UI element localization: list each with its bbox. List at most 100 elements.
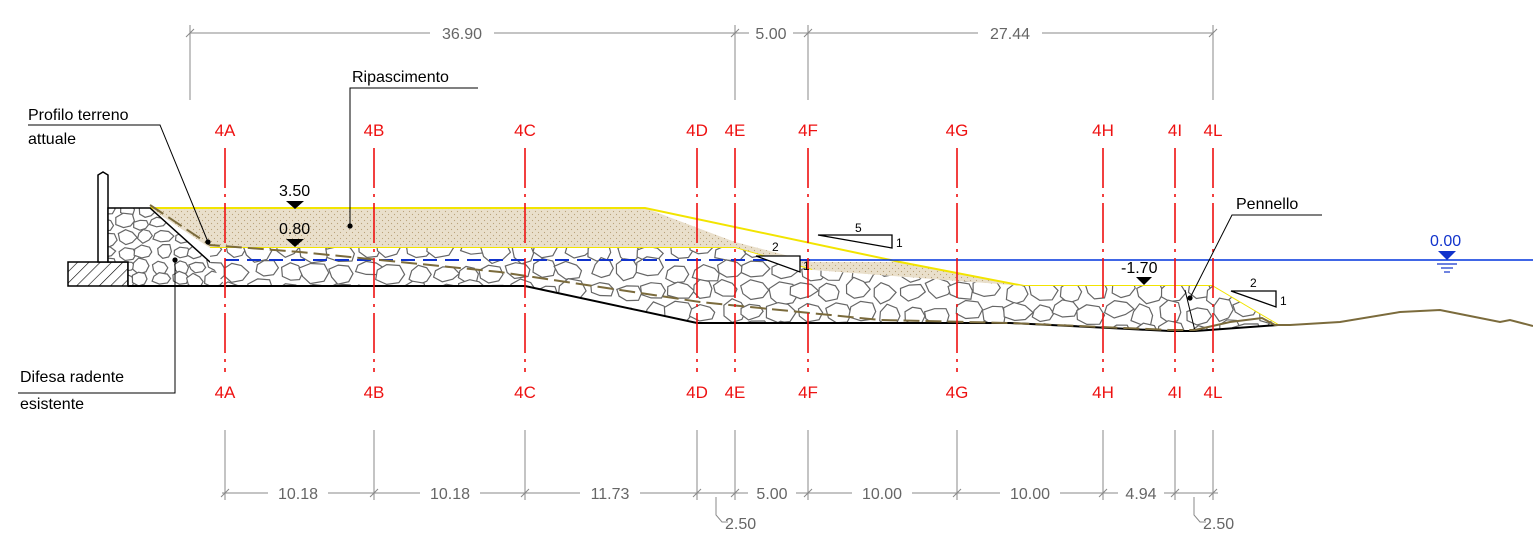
- rock-stone: [693, 278, 713, 300]
- rock-stone: [280, 262, 304, 281]
- rock-stone: [666, 281, 696, 299]
- rock-stone: [768, 320, 801, 331]
- section-label-4i-top: 4I: [1168, 121, 1182, 140]
- slope-2-run: 2: [772, 240, 779, 254]
- slope-labels: 5 1 2 1 2 1: [772, 221, 1287, 308]
- rock-stone: [1186, 307, 1213, 326]
- rock-stone: [899, 283, 927, 302]
- rock-stone: [1213, 297, 1234, 323]
- rock-stone: [152, 229, 175, 243]
- rock-stone: [1082, 259, 1109, 278]
- rock-stone: [118, 247, 137, 262]
- rock-stone: [133, 219, 150, 231]
- rock-stone: [380, 303, 410, 326]
- dim-bottom-1: 10.18: [278, 486, 318, 503]
- rock-stone: [1187, 248, 1220, 257]
- label-profilo-2: attuale: [28, 131, 76, 148]
- leaders: [18, 87, 1322, 394]
- rock-stone: [975, 320, 999, 331]
- section-lines: 4A 4A 4B 4B 4C 4C 4D 4D 4E 4E 4F 4F 4G 4G 4H 4H 4I 4I 4L 4L: [215, 121, 1223, 402]
- dim-bottom-7: 4.94: [1125, 486, 1156, 503]
- rock-stone: [115, 212, 136, 229]
- slope-3-run: 2: [1250, 276, 1257, 290]
- rock-stone: [210, 300, 230, 318]
- rock-stone: [722, 322, 746, 331]
- rock-stone: [612, 306, 635, 325]
- rock-stone: [997, 322, 1026, 331]
- rock-stone: [108, 244, 117, 258]
- rock-stone: [1055, 248, 1081, 261]
- section-label-4l-bottom: 4L: [1204, 383, 1223, 402]
- label-ripascimento: Ripascimento: [352, 69, 449, 86]
- section-label-4d-bottom: 4D: [686, 383, 708, 402]
- section-label-4f-bottom: 4F: [798, 383, 818, 402]
- rock-stone: [869, 328, 897, 331]
- section-label-4l-top: 4L: [1204, 121, 1223, 140]
- rock-stone: [924, 277, 954, 299]
- section-label-4c-bottom: 4C: [514, 383, 536, 402]
- rock-stone: [564, 248, 593, 259]
- existing-ground-profile: [149, 204, 1195, 331]
- elevation-berm: 0.80: [279, 221, 310, 238]
- rock-stone: [108, 208, 116, 215]
- rock-stone: [1051, 299, 1080, 318]
- rock-stone: [516, 304, 540, 327]
- rock-stone: [357, 248, 383, 259]
- label-difesa-2: esistente: [20, 396, 84, 413]
- rock-stone: [185, 272, 204, 286]
- rock-stone: [1153, 264, 1183, 283]
- section-label-4e-bottom: 4E: [725, 383, 746, 402]
- rock-stone: [131, 271, 148, 286]
- rock-stone: [844, 322, 875, 331]
- rock-stone: [1134, 322, 1159, 331]
- rock-stone: [670, 248, 695, 260]
- section-label-4c-top: 4C: [514, 121, 536, 140]
- rock-stone: [740, 260, 771, 278]
- rock-stone: [375, 248, 402, 259]
- rock-stone: [558, 303, 585, 326]
- rock-stone: [481, 284, 510, 301]
- slope-triangle-icon: [755, 234, 1277, 308]
- section-label-4h-bottom: 4H: [1092, 383, 1114, 402]
- rock-stone: [1262, 259, 1278, 284]
- rock-stone: [408, 264, 432, 286]
- rock-stone: [688, 248, 715, 255]
- rock-stone: [486, 323, 509, 331]
- rock-stone: [375, 263, 406, 286]
- dim-bottom-6: 10.00: [1010, 486, 1050, 503]
- section-label-4e-top: 4E: [725, 121, 746, 140]
- rock-stone: [408, 321, 435, 331]
- rock-stone: [321, 298, 348, 320]
- bottom-dimension-chain: [220, 430, 1218, 523]
- rock-stone: [459, 248, 488, 255]
- top-dimension-labels: 36.90 5.00 27.44: [430, 24, 1042, 43]
- label-pennello: Pennello: [1236, 196, 1298, 213]
- rock-stone: [1191, 258, 1216, 281]
- rock-stone: [947, 281, 974, 300]
- rock-stone: [532, 248, 559, 259]
- section-label-4b-bottom: 4B: [364, 383, 385, 402]
- rock-stone: [242, 248, 273, 263]
- rock-stone: [463, 325, 484, 331]
- rock-stone: [1007, 248, 1032, 257]
- rock-stone: [1076, 304, 1106, 326]
- rock-stone: [133, 244, 153, 259]
- rock-stone: [616, 325, 640, 331]
- section-label-4a-top: 4A: [215, 121, 236, 140]
- rock-stone: [132, 257, 150, 275]
- rock-stone: [923, 322, 951, 331]
- rock-stone: [108, 218, 115, 232]
- rock-stone: [401, 280, 427, 307]
- rock-stone: [553, 260, 583, 280]
- dim-bottom-3: 11.73: [591, 486, 630, 503]
- rock-stone: [536, 299, 563, 321]
- top-dimension-chain: [185, 25, 1218, 100]
- rock-stone: [210, 322, 222, 331]
- rock-stone: [410, 296, 433, 322]
- dim-bottom-2: 10.18: [430, 486, 470, 503]
- rock-stone: [590, 281, 615, 297]
- rock-stone: [357, 323, 383, 331]
- rock-stone: [973, 260, 998, 278]
- rock-stone: [642, 323, 673, 331]
- slope-2-rise: 1: [803, 259, 810, 273]
